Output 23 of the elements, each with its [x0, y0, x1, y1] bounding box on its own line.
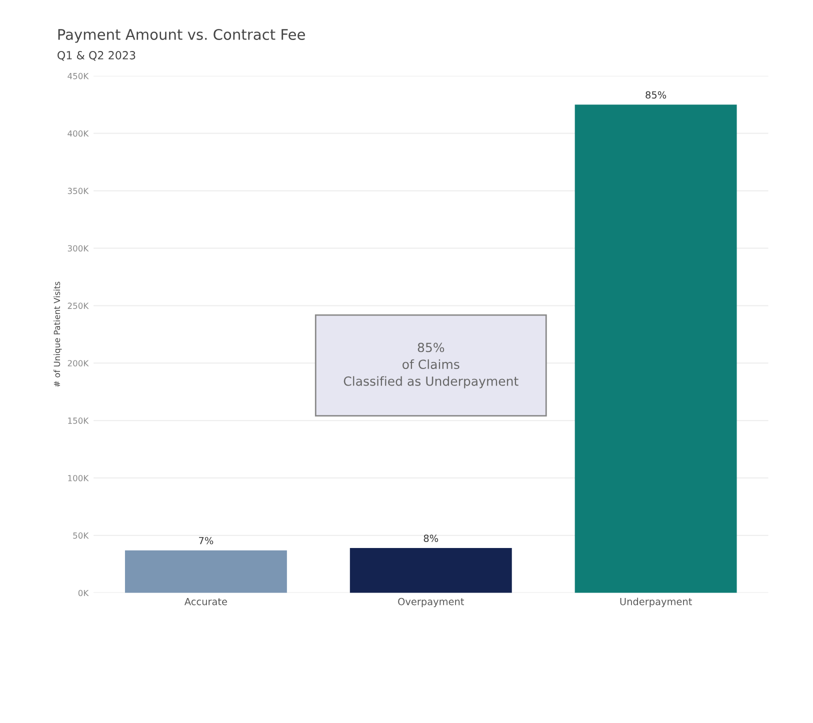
- y-tick-label: 300K: [68, 245, 89, 252]
- y-tick-label: 450K: [68, 72, 89, 80]
- annotation: 85%: [646, 91, 666, 99]
- y-tick-label: 400K: [68, 130, 89, 137]
- y-tick-label: 350K: [68, 188, 89, 194]
- y-tick-label: 250K: [68, 302, 89, 309]
- y-tick-label: 100K: [68, 474, 89, 482]
- annotation: 8%: [424, 534, 438, 542]
- bar: [350, 548, 512, 593]
- bar: [574, 104, 737, 593]
- y-tick-label: 200K: [68, 360, 89, 366]
- annotation: 85% of Claims Classified as Underpayment: [344, 342, 518, 388]
- bar: [124, 550, 287, 593]
- y-tick-label: 50K: [73, 532, 89, 539]
- y-tick-label: 0K: [78, 590, 89, 596]
- x-tick-label: Underpayment: [620, 598, 692, 608]
- x-tick-label: Accurate: [184, 598, 227, 606]
- x-tick-label: Overpayment: [398, 598, 464, 608]
- annotation: 7%: [199, 536, 214, 544]
- chart-subtitle: Q1 & Q2 2023: [58, 51, 136, 61]
- chart-title: Payment Amount vs. Contract Fee: [58, 28, 305, 43]
- y-tick-label: 150K: [68, 418, 89, 424]
- y-axis-title: # of Unique Patient Visits: [54, 282, 62, 387]
